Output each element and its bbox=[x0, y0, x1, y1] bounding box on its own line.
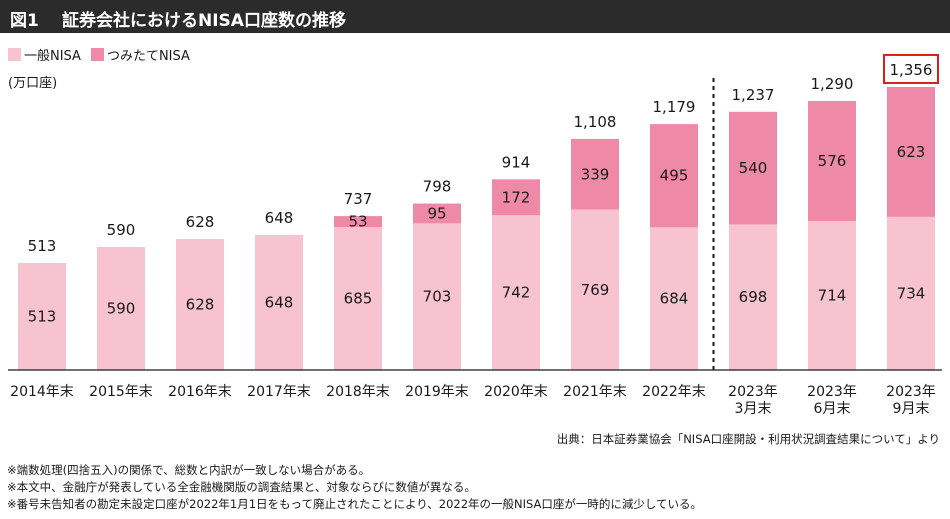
stacked-bar-chart: 513 513 2014年末 590 590 2015年末 628 628 2016年末 648 6… bbox=[8, 53, 942, 417]
bar-segment-tsumitate bbox=[413, 203, 461, 224]
bar-segment-tsumitate bbox=[650, 124, 698, 228]
total-label: 914 bbox=[502, 153, 531, 171]
legend-swatch-tsumitate bbox=[90, 48, 104, 61]
footnote-1: ※端数処理(四捨五入)の関係で、総数と内訳が一致しない場合がある。 bbox=[7, 463, 371, 477]
source-note: 出典：日本証券業協会「NISA口座開設・利用状況調査結果について」より bbox=[556, 432, 940, 446]
legend-label-general: 一般NISA bbox=[24, 49, 81, 64]
bar-segment-tsumitate bbox=[887, 86, 935, 217]
x-tick-label: 2023年 bbox=[886, 384, 936, 400]
x-tick-label: 9月末 bbox=[893, 401, 930, 417]
data-label-tsumitate: 576 bbox=[818, 152, 847, 170]
x-tick-label: 2020年末 bbox=[484, 384, 548, 400]
data-label-general: 742 bbox=[502, 284, 531, 302]
x-tick-label: 2015年末 bbox=[89, 384, 153, 400]
x-tick-label: 2018年末 bbox=[326, 384, 390, 400]
bar-segment-general bbox=[887, 216, 935, 370]
data-label-general: 648 bbox=[265, 293, 294, 311]
footnote-3: ※番号未告知者の勘定未設定口座が2022年1月1日をもって廃止されたことにより、… bbox=[7, 497, 703, 511]
total-label: 1,356 bbox=[890, 61, 933, 79]
figure-label: 図1 bbox=[10, 11, 39, 31]
x-tick-label: 2021年末 bbox=[563, 384, 627, 400]
x-tick-label: 2016年末 bbox=[168, 384, 232, 400]
data-label-general: 698 bbox=[739, 288, 768, 306]
total-label: 628 bbox=[186, 213, 215, 231]
bar-segment-tsumitate bbox=[334, 216, 382, 228]
x-tick-label: 6月末 bbox=[814, 401, 851, 417]
footnotes: ※端数処理(四捨五入)の関係で、総数と内訳が一致しない場合がある。 ※本文中、金… bbox=[7, 462, 702, 513]
total-label: 798 bbox=[423, 178, 452, 196]
total-label: 1,290 bbox=[811, 75, 854, 93]
footnote-2: ※本文中、金融庁が発表している全金融機関版の調査結果と、対象ならびに数値が異なる… bbox=[7, 480, 476, 494]
total-label: 737 bbox=[344, 190, 373, 208]
legend-item-tsumitate: つみたてNISA bbox=[90, 45, 190, 64]
bar-segment-general bbox=[413, 223, 461, 370]
x-tick-label: 3月末 bbox=[735, 401, 772, 417]
data-label-general: 703 bbox=[423, 288, 452, 306]
bar-segment-general bbox=[18, 263, 66, 370]
bar-segment-general bbox=[808, 221, 856, 370]
bar-segment-tsumitate bbox=[729, 111, 777, 225]
bar-segment-general bbox=[334, 227, 382, 370]
bar-segment-general bbox=[176, 239, 224, 370]
unit-label: (万口座) bbox=[8, 76, 58, 91]
bar-segment-tsumitate bbox=[571, 138, 619, 210]
total-label: 1,108 bbox=[574, 113, 617, 131]
data-label-tsumitate: 623 bbox=[897, 143, 926, 161]
bar-segment-general bbox=[729, 224, 777, 370]
total-label: 648 bbox=[265, 209, 294, 227]
chart-title: 証券会社におけるNISA口座数の推移 bbox=[62, 11, 346, 31]
bar-segment-general bbox=[650, 227, 698, 370]
bar-segment-tsumitate bbox=[808, 100, 856, 222]
figure-header: 図1 証券会社におけるNISA口座数の推移 bbox=[0, 0, 950, 33]
x-tick-label: 2014年末 bbox=[10, 384, 74, 400]
legend: 一般NISA つみたてNISA bbox=[8, 45, 200, 64]
bar-segment-general bbox=[492, 215, 540, 370]
data-label-tsumitate: 339 bbox=[581, 165, 610, 183]
x-tick-label: 2022年末 bbox=[642, 384, 706, 400]
bar-segment-general bbox=[97, 246, 145, 370]
bar-segment-general bbox=[255, 234, 303, 370]
x-tick-label: 2019年末 bbox=[405, 384, 469, 400]
data-label-tsumitate: 540 bbox=[739, 159, 768, 177]
bar-segment-general bbox=[571, 209, 619, 370]
highlight-box bbox=[883, 53, 939, 84]
total-label: 590 bbox=[107, 221, 136, 239]
total-label: 1,179 bbox=[653, 98, 696, 116]
data-label-tsumitate: 495 bbox=[660, 167, 689, 185]
x-tick-label: 2023年 bbox=[728, 384, 778, 400]
total-label: 513 bbox=[28, 237, 57, 255]
data-label-general: 513 bbox=[28, 308, 57, 326]
data-label-tsumitate: 95 bbox=[427, 204, 446, 222]
data-label-general: 628 bbox=[186, 296, 215, 314]
legend-label-tsumitate: つみたてNISA bbox=[106, 49, 190, 64]
data-label-general: 684 bbox=[660, 290, 689, 308]
total-label: 1,237 bbox=[732, 86, 775, 104]
legend-item-general: 一般NISA bbox=[8, 45, 81, 64]
x-tick-label: 2023年 bbox=[807, 384, 857, 400]
data-label-general: 769 bbox=[581, 281, 610, 299]
data-label-tsumitate: 172 bbox=[502, 188, 531, 206]
legend-swatch-general bbox=[8, 48, 21, 61]
x-tick-label: 2017年末 bbox=[247, 384, 311, 400]
data-label-general: 714 bbox=[818, 287, 847, 305]
bar-segment-tsumitate bbox=[492, 179, 540, 216]
data-label-general: 590 bbox=[107, 299, 136, 317]
data-label-general: 734 bbox=[897, 284, 926, 302]
data-label-tsumitate: 53 bbox=[348, 213, 367, 231]
data-label-general: 685 bbox=[344, 290, 373, 308]
